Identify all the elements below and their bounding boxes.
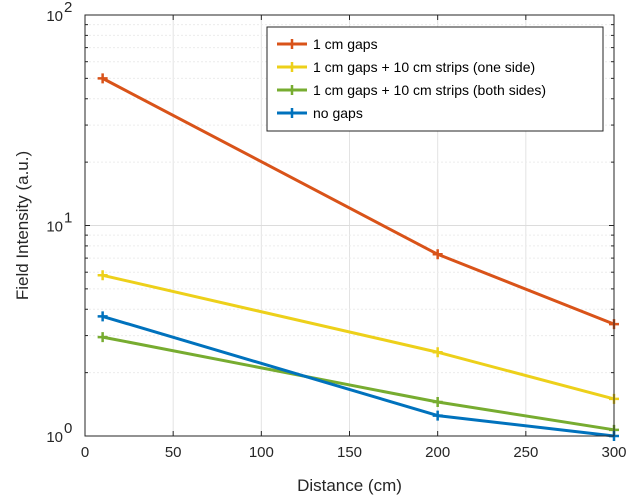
y-tick-label: 100 bbox=[46, 420, 72, 446]
x-tick-label: 50 bbox=[165, 444, 182, 461]
legend-item: 1 cm gaps + 10 cm strips (both sides) bbox=[277, 82, 546, 98]
legend-marker bbox=[287, 39, 297, 49]
x-tick-label: 100 bbox=[249, 444, 274, 461]
y-axis-label: Field Intensity (a.u.) bbox=[13, 151, 32, 300]
legend-marker bbox=[287, 85, 297, 95]
legend-label: 1 cm gaps bbox=[313, 36, 378, 52]
legend-item: no gaps bbox=[277, 105, 363, 121]
y-tick-label-exponent: 0 bbox=[64, 420, 72, 437]
y-tick-label: 101 bbox=[46, 210, 72, 236]
data-point bbox=[432, 347, 443, 358]
legend-item: 1 cm gaps + 10 cm strips (one side) bbox=[277, 59, 535, 75]
x-axis-label: Distance (cm) bbox=[297, 476, 402, 495]
y-tick-label-base: 10 bbox=[46, 219, 63, 236]
legend-box bbox=[266, 26, 604, 132]
y-tick-label-base: 10 bbox=[46, 429, 63, 446]
y-tick-label-exponent: 1 bbox=[64, 210, 72, 227]
legend-marker bbox=[287, 108, 297, 118]
y-tick-label-exponent: 2 bbox=[64, 0, 72, 16]
data-point bbox=[97, 270, 108, 281]
data-point bbox=[97, 332, 108, 343]
data-point bbox=[432, 397, 443, 408]
x-tick-label: 200 bbox=[425, 444, 450, 461]
x-tick-label: 250 bbox=[513, 444, 538, 461]
series-layer bbox=[97, 73, 619, 441]
data-point bbox=[432, 410, 443, 421]
y-tick-label: 102 bbox=[46, 0, 72, 25]
legend-item: 1 cm gaps bbox=[277, 36, 378, 52]
legend-marker bbox=[287, 62, 297, 72]
axis-ticks bbox=[84, 14, 615, 437]
x-tick-label: 300 bbox=[601, 444, 626, 461]
x-tick-label: 150 bbox=[337, 444, 362, 461]
legend-label: 1 cm gaps + 10 cm strips (one side) bbox=[313, 59, 535, 75]
legend: 1 cm gaps 1 cm gaps + 10 cm strips (one s… bbox=[266, 26, 604, 132]
y-tick-label-base: 10 bbox=[46, 8, 63, 25]
x-tick-labels: 0 50 100 150 200 250 300 bbox=[81, 444, 627, 461]
legend-label: no gaps bbox=[313, 105, 363, 121]
legend-label: 1 cm gaps + 10 cm strips (both sides) bbox=[313, 82, 546, 98]
data-point bbox=[97, 73, 108, 84]
x-tick-label: 0 bbox=[81, 444, 89, 461]
data-point bbox=[432, 249, 443, 260]
data-point bbox=[97, 311, 108, 322]
